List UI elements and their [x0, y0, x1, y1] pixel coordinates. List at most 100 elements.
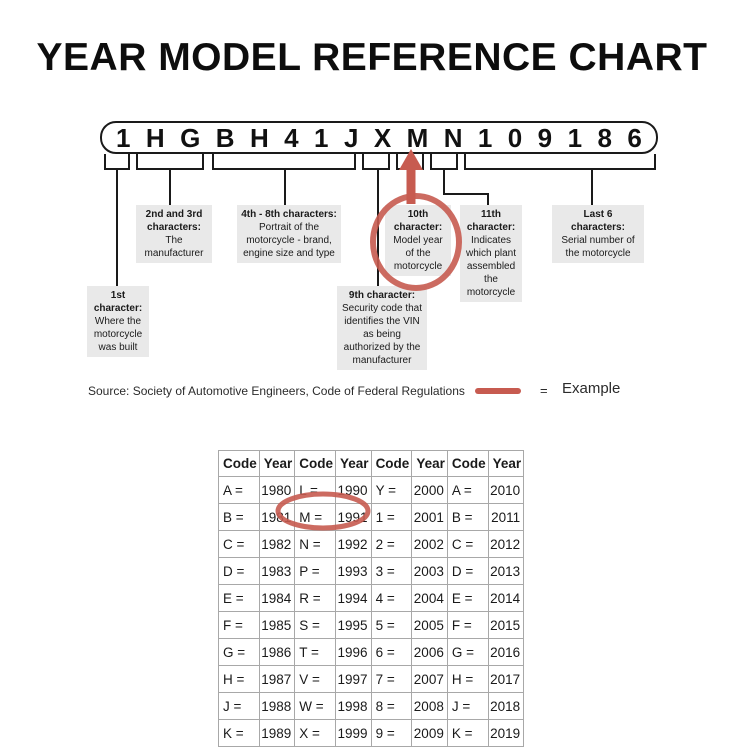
- table-cell-code: 5 =: [370, 611, 413, 639]
- vin-character: X: [373, 122, 392, 153]
- table-cell-code: R =: [294, 584, 337, 612]
- callout-heading: Last 6 characters:: [571, 209, 625, 233]
- table-cell-year: 1986: [258, 638, 296, 666]
- table-cell-code: 2 =: [370, 530, 413, 558]
- vin-character: H: [249, 122, 269, 153]
- table-cell-code: B =: [446, 503, 489, 531]
- table-cell-code: S =: [294, 611, 337, 639]
- vin-character: 1: [477, 122, 493, 153]
- table-cell-year: 1992: [335, 530, 372, 558]
- vin-character: 8: [597, 122, 612, 153]
- connector-char-11-jog: [443, 193, 489, 195]
- callout-char-10: 10th character: Model year of the motorc…: [385, 205, 451, 276]
- year-code-table: Code Year Code Year Code Year Code Year A = 1980…: [218, 450, 525, 747]
- example-legend-line: [475, 388, 521, 394]
- callout-heading: 9th character:: [348, 290, 416, 301]
- table-cell-year: 2012: [487, 530, 525, 558]
- connector-chars-4-8: [284, 170, 286, 205]
- table-cell-year: 2008: [411, 692, 448, 720]
- table-cell-code: H =: [218, 665, 260, 693]
- callout-char-11: 11th character: Indicates which plant as…: [460, 205, 522, 302]
- table-cell-code: 1 =: [370, 503, 413, 531]
- connector-chars-2-3: [169, 170, 171, 205]
- table-row: G = 1986 T = 1996 6 = 2006 G = 2016: [218, 638, 525, 666]
- table-cell-year: 2009: [411, 719, 448, 747]
- vin-character: 0: [507, 122, 523, 153]
- legend-example-label: Example: [562, 380, 621, 397]
- bracket-char-11: [430, 154, 458, 170]
- table-cell-code: X =: [294, 719, 337, 747]
- connector-char-11-drop: [487, 193, 489, 205]
- table-cell-year: 1997: [335, 665, 372, 693]
- vin-character: 6: [627, 122, 642, 153]
- vin-character: G: [180, 122, 201, 153]
- table-row: E = 1984 R = 1994 4 = 2004 E = 2014: [218, 584, 525, 612]
- bracket-chars-2-3: [136, 154, 204, 170]
- connector-char-11: [443, 170, 445, 195]
- callout-last-6-chars: Last 6 characters: Serial number of the …: [552, 205, 644, 263]
- table-cell-year: 1996: [335, 638, 372, 666]
- table-header-cell: Year: [411, 450, 448, 477]
- example-arrow-shaft: [406, 168, 416, 204]
- callout-body: Indicates which plant assembled the moto…: [465, 235, 517, 298]
- table-header-cell: Code: [294, 450, 337, 477]
- table-cell-code: N =: [294, 530, 337, 558]
- bracket-char-1: [104, 154, 130, 170]
- callout-chars-4-8: 4th - 8th characters: Portrait of the mo…: [237, 205, 341, 263]
- table-cell-code: 8 =: [370, 692, 413, 720]
- table-cell-year: 2007: [411, 665, 448, 693]
- callout-body: Portrait of the motorcycle - brand, engi…: [243, 222, 335, 259]
- table-row: F = 1985 S = 1995 5 = 2005 F = 2015: [218, 611, 525, 639]
- table-cell-year: 2011: [487, 503, 525, 531]
- table-cell-year: 2001: [411, 503, 448, 531]
- table-cell-code: V =: [294, 665, 337, 693]
- table-cell-year: 1991: [335, 503, 372, 531]
- bracket-chars-4-8: [212, 154, 356, 170]
- table-row: H = 1987 V = 1997 7 = 2007 H = 2017: [218, 665, 525, 693]
- table-cell-code: J =: [218, 692, 260, 720]
- table-cell-code: 9 =: [370, 719, 413, 747]
- table-cell-code: C =: [218, 530, 260, 558]
- table-cell-year: 1995: [335, 611, 372, 639]
- table-cell-code: Y =: [370, 476, 413, 504]
- bracket-last-6-chars: [464, 154, 656, 170]
- table-cell-code: D =: [446, 557, 489, 585]
- table-cell-code: H =: [446, 665, 489, 693]
- table-cell-code: 4 =: [370, 584, 413, 612]
- vin-character: 9: [537, 122, 553, 153]
- table-cell-code: E =: [218, 584, 260, 612]
- table-cell-code: K =: [218, 719, 260, 747]
- table-header-cell: Code: [446, 450, 489, 477]
- table-header-cell: Code: [370, 450, 413, 477]
- table-cell-year: 1993: [335, 557, 372, 585]
- table-cell-year: 1990: [335, 476, 372, 504]
- callout-heading: 2nd and 3rd characters:: [145, 209, 203, 233]
- table-cell-code: G =: [218, 638, 260, 666]
- table-row: C = 1982 N = 1992 2 = 2002 C = 2012: [218, 530, 525, 558]
- table-cell-code: T =: [294, 638, 337, 666]
- table-cell-code: 7 =: [370, 665, 413, 693]
- table-header-cell: Year: [335, 450, 372, 477]
- table-cell-year: 2006: [411, 638, 448, 666]
- callout-heading: 11th character:: [466, 209, 516, 233]
- table-cell-year: 1983: [258, 557, 296, 585]
- callout-body: The manufacturer: [144, 235, 204, 259]
- table-cell-year: 1985: [258, 611, 296, 639]
- vin-character: N: [443, 122, 463, 153]
- table-cell-year: 1980: [258, 476, 296, 504]
- table-cell-code: F =: [218, 611, 260, 639]
- callout-heading: 10th character:: [393, 209, 443, 233]
- vin-character: B: [215, 122, 235, 153]
- callout-body: Where the motorcycle was built: [93, 316, 143, 353]
- table-cell-code: B =: [218, 503, 260, 531]
- vin-character: M: [406, 122, 429, 153]
- bracket-char-10: [396, 154, 424, 170]
- table-cell-code: D =: [218, 557, 260, 585]
- table-cell-year: 2014: [487, 584, 525, 612]
- vin-character: 1: [567, 122, 583, 153]
- table-cell-year: 2010: [487, 476, 525, 504]
- table-cell-code: G =: [446, 638, 489, 666]
- table-cell-year: 1989: [258, 719, 296, 747]
- callout-body: Serial number of the motorcycle: [561, 235, 635, 259]
